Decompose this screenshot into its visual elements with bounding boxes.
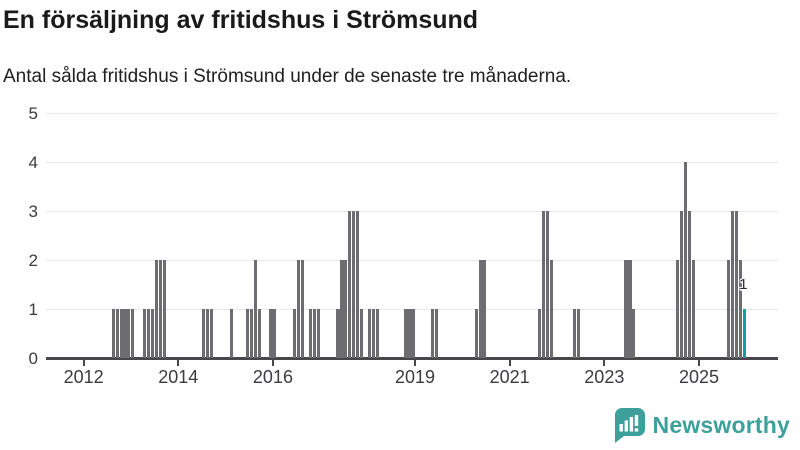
x-axis-tick-label: 2021 — [489, 367, 530, 387]
bar — [545, 211, 549, 358]
newsworthy-logo-icon — [611, 407, 645, 444]
bar — [273, 309, 277, 358]
bar — [249, 309, 253, 358]
x-axis-tick — [177, 360, 180, 366]
bar — [269, 309, 273, 358]
bar — [340, 260, 344, 358]
bar — [127, 309, 131, 358]
bar — [352, 211, 356, 358]
x-axis-tick-label: 2025 — [678, 367, 720, 387]
bar — [206, 309, 210, 358]
bar — [336, 309, 340, 358]
bar — [155, 260, 159, 358]
highlight-value-label: 1 — [739, 276, 748, 293]
y-axis-tick-label: 3 — [28, 202, 38, 221]
bar — [253, 260, 257, 358]
bar — [158, 260, 163, 358]
bar — [297, 260, 301, 358]
bar — [628, 260, 632, 358]
chart-title: En försäljning av fritidshus i Strömsund — [3, 6, 479, 34]
bar — [348, 211, 352, 358]
bar — [683, 162, 687, 358]
x-axis-tick — [413, 360, 416, 366]
y-axis-tick-label: 5 — [28, 104, 38, 123]
x-axis-tick — [698, 360, 701, 366]
bar — [573, 309, 577, 358]
bar — [679, 211, 683, 358]
bar — [734, 211, 739, 358]
gridline — [46, 210, 778, 212]
bar — [293, 309, 297, 358]
bar — [123, 309, 127, 358]
bar — [344, 260, 348, 358]
x-axis-tick — [82, 360, 85, 366]
bar — [360, 309, 364, 358]
y-axis-tick-label: 0 — [28, 349, 38, 368]
bar — [210, 309, 214, 358]
bar — [474, 309, 478, 358]
bar — [632, 309, 636, 358]
bar — [624, 260, 628, 358]
x-axis-tick — [603, 360, 606, 366]
bar — [675, 260, 679, 358]
plot-area: 0 1 2 3 4 5 2012 2014 2016 2019 2021 2023 2025 1 — [28, 104, 778, 387]
x-axis-tick-label: 2019 — [394, 367, 435, 387]
bar — [162, 260, 166, 358]
gridline — [46, 161, 778, 163]
bar — [537, 309, 541, 358]
x-axis-tick-label: 2012 — [63, 367, 104, 387]
bar — [143, 309, 147, 358]
brand-name: Newsworthy — [652, 412, 790, 438]
bar — [730, 211, 735, 358]
bar — [403, 309, 407, 358]
highlighted-bar — [742, 309, 746, 358]
bar — [308, 309, 312, 358]
bar — [229, 309, 234, 358]
bar — [482, 260, 486, 358]
y-axis-tick-label: 4 — [28, 153, 38, 172]
bar — [431, 309, 435, 358]
bar — [541, 211, 545, 358]
x-axis-tick — [271, 360, 274, 366]
gridline — [46, 259, 778, 261]
x-axis-tick-label: 2016 — [252, 367, 293, 387]
bar — [407, 309, 411, 358]
bar — [115, 309, 119, 358]
gridline — [46, 112, 778, 114]
bar — [738, 260, 742, 358]
bar — [202, 309, 206, 358]
bar — [316, 309, 320, 358]
bar — [257, 309, 261, 358]
bar — [151, 309, 155, 358]
brand-footer: Newsworthy — [611, 407, 790, 444]
bar — [727, 260, 731, 358]
bar — [245, 309, 249, 358]
bar — [691, 260, 695, 358]
bar — [111, 309, 115, 358]
x-axis-line — [46, 357, 778, 360]
bar — [147, 309, 151, 358]
bar — [312, 309, 316, 358]
bar — [356, 211, 360, 358]
bar — [435, 309, 439, 358]
x-axis-tick — [508, 360, 511, 366]
bar — [119, 309, 123, 358]
bar — [300, 260, 305, 358]
y-axis-tick-label: 1 — [28, 300, 38, 319]
bar — [549, 260, 553, 358]
bar — [411, 309, 415, 358]
x-axis-tick-label: 2023 — [584, 367, 625, 387]
bar — [368, 309, 372, 358]
bar — [478, 260, 482, 358]
y-axis-tick-label: 2 — [28, 251, 38, 270]
bar — [371, 309, 376, 358]
bar — [375, 309, 380, 358]
bar — [577, 309, 581, 358]
bar — [687, 211, 691, 358]
x-axis-tick-label: 2014 — [158, 367, 199, 387]
bar — [131, 309, 135, 358]
chart-subtitle: Antal sålda fritidshus i Strömsund under… — [3, 66, 572, 87]
